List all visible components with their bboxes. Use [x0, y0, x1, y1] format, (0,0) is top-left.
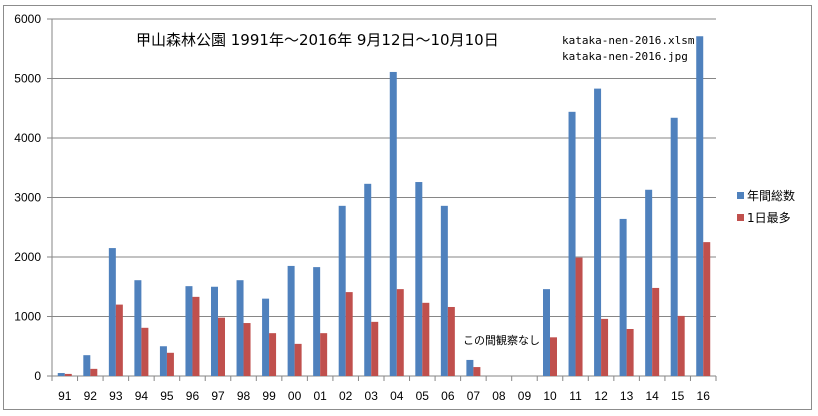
bar-annual-total [594, 88, 602, 377]
bar-annual-total [415, 182, 423, 376]
y-axis: 0 1000 2000 3000 4000 5000 6000 [14, 12, 53, 383]
bar-annual-total [134, 280, 142, 376]
file-label-jpg: kataka-nen-2016.jpg [562, 50, 688, 63]
x-tick-label: 13 [620, 389, 634, 403]
bar-daily-max [345, 292, 353, 376]
x-tick-label: 10 [543, 389, 557, 403]
bar-annual-total [568, 111, 576, 376]
bar-daily-max [473, 367, 481, 376]
bar-daily-max [677, 315, 685, 376]
bar-annual-total [211, 286, 218, 376]
bar-daily-max [90, 368, 98, 376]
bar-annual-total [364, 183, 372, 376]
bar-annual-total [313, 267, 321, 376]
bar-annual-total [466, 359, 474, 376]
x-tick-label: 00 [288, 389, 302, 403]
bar-annual-total [389, 71, 397, 376]
bar-annual-total [236, 280, 244, 376]
x-tick-label: 07 [467, 389, 481, 403]
bar-daily-max [115, 304, 123, 376]
y-tick-label: 0 [34, 369, 41, 383]
legend-swatch-annual-total [737, 192, 744, 199]
bar-daily-max [243, 323, 251, 376]
x-tick-label: 94 [135, 389, 149, 403]
bar-daily-max [294, 343, 302, 376]
bar-daily-max [269, 333, 277, 376]
x-tick-label: 91 [58, 389, 72, 403]
x-tick-label: 02 [339, 389, 353, 403]
bar-daily-max [320, 333, 328, 376]
bar-annual-total [696, 36, 704, 376]
y-tick-label: 5000 [14, 72, 41, 86]
x-tick-label: 06 [441, 389, 455, 403]
x-tick-label: 14 [645, 389, 659, 403]
bar-daily-max [652, 287, 660, 376]
bar-daily-max [601, 318, 609, 376]
x-axis: 91 92 93 94 95 96 97 98 99 00 01 02 03 04 05 06 07 08 09 10… [51, 375, 717, 403]
bar-daily-max [166, 352, 174, 376]
x-tick-label: 03 [365, 389, 379, 403]
x-tick-label: 99 [262, 389, 276, 403]
x-tick-label: 15 [671, 389, 685, 403]
y-tick-label: 2000 [14, 250, 41, 264]
bar-annual-total [108, 248, 116, 376]
bar-annual-total [83, 355, 91, 376]
x-tick-label: 11 [569, 389, 582, 403]
legend: 年間総数 1日最多 [737, 188, 795, 225]
bar-daily-max [422, 302, 430, 376]
bar-annual-total [543, 289, 550, 376]
bar-annual-total [670, 117, 678, 377]
bar-annual-total [440, 205, 448, 376]
legend-label-annual-total: 年間総数 [747, 188, 795, 203]
x-tick-label: 97 [211, 389, 225, 403]
bar-daily-max [396, 289, 404, 376]
y-tick-label: 4000 [14, 131, 41, 145]
bar-annual-total [57, 373, 65, 376]
x-tick-label: 12 [594, 389, 608, 403]
bar-annual-total [262, 298, 270, 376]
bar-daily-max [371, 321, 379, 376]
bars [57, 36, 711, 377]
bar-daily-max [192, 296, 200, 376]
y-tick-label: 6000 [14, 12, 41, 26]
bar-daily-max [626, 328, 634, 376]
bar-daily-max [141, 327, 149, 376]
bar-annual-total [159, 346, 167, 376]
gridlines [52, 18, 716, 317]
chart-title: 甲山森林公園 1991年～2016年 9月12日～10月10日 [136, 31, 499, 49]
legend-label-daily-max: 1日最多 [747, 211, 791, 225]
x-tick-label: 04 [390, 389, 404, 403]
bar-annual-total [287, 265, 295, 376]
x-tick-label: 96 [186, 389, 200, 403]
file-label-xlsm: kataka-nen-2016.xlsm [562, 34, 695, 47]
bar-annual-total [645, 189, 653, 376]
bar-daily-max [218, 317, 225, 376]
bar-daily-max [703, 242, 711, 376]
annotation-no-observation: この間観察なし [463, 333, 540, 347]
y-tick-label: 1000 [14, 310, 41, 324]
x-tick-label: 08 [492, 389, 506, 403]
x-tick-label: 09 [518, 389, 532, 403]
x-tick-label: 05 [416, 389, 430, 403]
bar-daily-max [64, 373, 72, 376]
bar-annual-total [338, 205, 346, 376]
x-tick-label: 93 [109, 389, 123, 403]
y-tick-label: 3000 [14, 191, 41, 205]
legend-swatch-daily-max [737, 214, 744, 221]
bar-annual-total [619, 218, 627, 376]
bar-daily-max [550, 337, 557, 376]
x-tick-label: 01 [313, 389, 327, 403]
bar-annual-total [185, 286, 193, 376]
x-tick-label: 98 [237, 389, 251, 403]
x-tick-label: 16 [697, 389, 711, 403]
bar-daily-max [447, 306, 455, 376]
bar-daily-max [575, 257, 583, 376]
x-tick-label: 92 [84, 389, 98, 403]
x-tick-label: 95 [160, 389, 174, 403]
